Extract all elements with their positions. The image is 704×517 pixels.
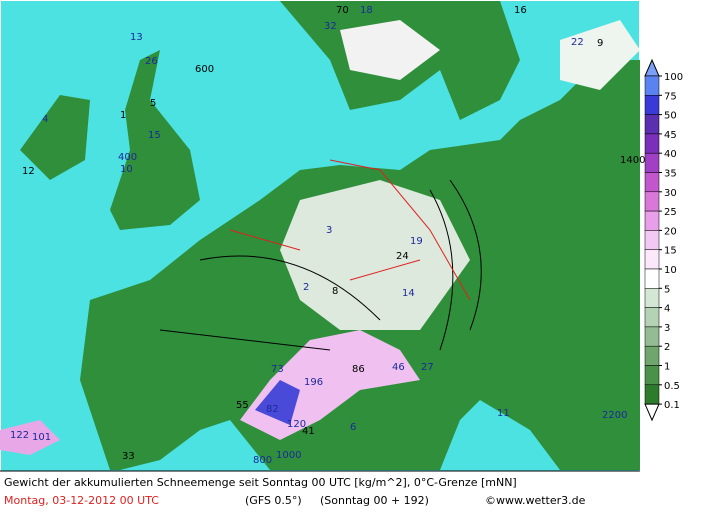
map-label: 73 [271, 364, 284, 375]
map-label: 33 [122, 451, 135, 462]
map-label: 10 [120, 164, 133, 175]
legend-label: 75 [664, 91, 677, 102]
snow [560, 20, 640, 90]
map-label: 2 [303, 282, 309, 293]
map-label: 19 [410, 236, 423, 247]
map-label: 16 [514, 5, 527, 16]
map-label: 86 [352, 364, 365, 375]
map-label: 122 [10, 430, 29, 441]
map-label: 800 [253, 455, 272, 466]
legend-label: 35 [664, 169, 677, 180]
map-label: 2200 [602, 410, 627, 421]
snow [0, 420, 60, 455]
legend-label: 2 [664, 342, 670, 353]
map-label: 14 [402, 288, 415, 299]
legend-label: 25 [664, 207, 677, 218]
legend-band [644, 326, 660, 347]
map-label: 11 [497, 408, 510, 419]
legend-bottom [644, 403, 660, 422]
footer-title: Gewicht der akkumulierten Schneemenge se… [4, 476, 517, 489]
map-label: 26 [145, 56, 158, 67]
map-label: 13 [130, 32, 143, 43]
legend-label: 10 [664, 265, 677, 276]
land [110, 50, 200, 230]
legend-label: 4 [664, 304, 670, 315]
map-label: 82 [266, 404, 279, 415]
map-label: 46 [392, 362, 405, 373]
map-label: 41 [302, 426, 315, 437]
footer-run: (Sonntag 00 + 192) [320, 494, 429, 507]
map-label: 24 [396, 251, 409, 262]
legend-band [644, 384, 660, 405]
legend-label: 45 [664, 130, 677, 141]
map-label: 12 [22, 166, 35, 177]
legend-band [644, 172, 660, 193]
map-label: 55 [236, 400, 249, 411]
map-label: 3 [326, 225, 332, 236]
map-label: 1000 [276, 450, 301, 461]
snow-heavy [255, 380, 300, 425]
legend-band [644, 114, 660, 135]
map-label: 9 [597, 38, 603, 49]
map-label: 1 [120, 110, 126, 121]
legend-label: 40 [664, 149, 677, 160]
map-label: 4 [42, 114, 48, 125]
snow [280, 180, 470, 330]
map-label: 1400 [620, 155, 645, 166]
legend-band [644, 210, 660, 231]
map-label: 196 [304, 377, 323, 388]
legend-band [644, 345, 660, 366]
legend-band [644, 268, 660, 289]
legend-band [644, 152, 660, 173]
legend-label: 30 [664, 188, 677, 199]
map-label: 18 [360, 5, 373, 16]
legend-band [644, 365, 660, 386]
legend-band [644, 75, 660, 96]
legend-band [644, 288, 660, 308]
land [20, 95, 90, 180]
border [229, 159, 471, 301]
legend-band [644, 95, 660, 115]
map-label: 8 [332, 286, 338, 297]
map [0, 1, 640, 471]
legend-label: 5 [664, 284, 670, 295]
legend-label: 50 [664, 111, 677, 122]
map-label: 6 [350, 422, 356, 433]
isoline [159, 179, 482, 351]
legend-band [644, 230, 660, 250]
footer-date: Montag, 03-12-2012 00 UTC [4, 494, 159, 507]
map-label: 22 [571, 37, 584, 48]
legend-label: 3 [664, 323, 670, 334]
map-label: 70 [336, 5, 349, 16]
footer-source: ©www.wetter3.de [485, 494, 586, 507]
legend-label: 15 [664, 246, 677, 257]
footer-model: (GFS 0.5°) [245, 494, 302, 507]
legend-band [644, 249, 660, 270]
snow [340, 20, 440, 80]
legend-label: 20 [664, 226, 677, 237]
legend-band [644, 307, 660, 328]
map-label: 400 [118, 152, 137, 163]
map-label: 5 [150, 98, 156, 109]
map-label: 120 [287, 419, 306, 430]
map-label: 101 [32, 432, 51, 443]
map-label: 32 [324, 21, 337, 32]
legend-band [644, 191, 660, 212]
map-label: 27 [421, 362, 434, 373]
legend-label: 1 [664, 362, 670, 373]
legend-band [644, 133, 660, 154]
map-label: 600 [195, 64, 214, 75]
legend-label: 100 [664, 72, 683, 83]
map-label: 15 [148, 130, 161, 141]
legend-label: 0.5 [664, 381, 680, 392]
legend-label: 0.1 [664, 400, 680, 411]
